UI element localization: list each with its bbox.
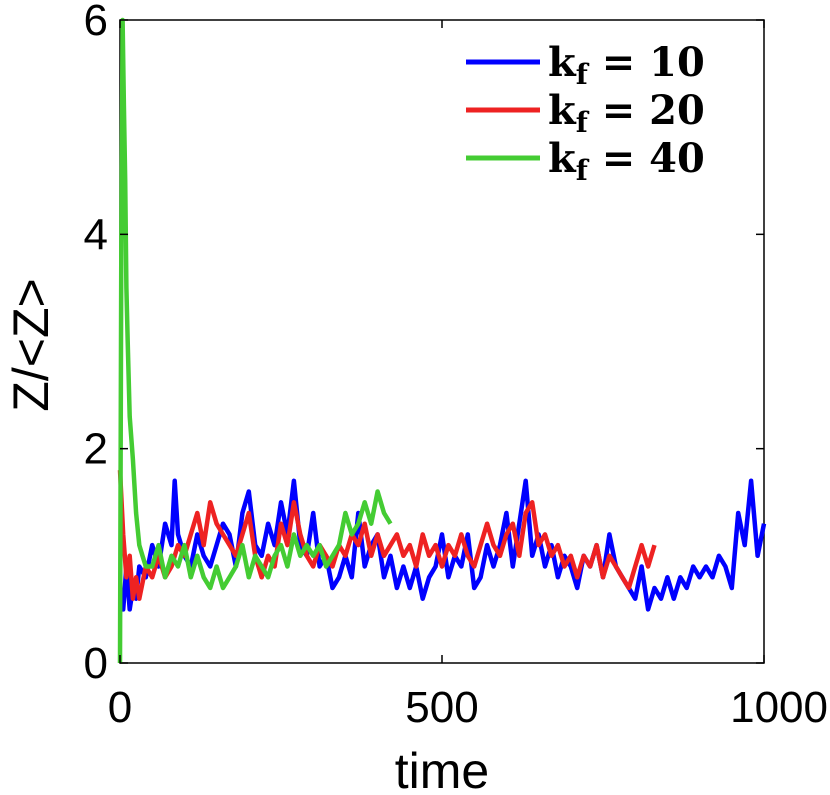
series-layer	[117, 17, 767, 664]
y-axis-label: Z/<Z>	[3, 278, 59, 411]
legend-label-2: kf = 20	[548, 87, 705, 139]
y-tick-label: 4	[84, 210, 108, 259]
y-tick-label: 6	[84, 0, 108, 45]
legend-label-1: kf = 10	[548, 39, 705, 91]
x-axis-label: time	[395, 743, 489, 795]
series-line-3	[117, 17, 393, 664]
x-tick-label: 1000	[730, 683, 828, 732]
tick-layer: 0 500 1000 0 2 4 6	[84, 0, 828, 732]
legend-label-3: kf = 40	[548, 135, 705, 187]
x-tick-label: 0	[108, 683, 132, 732]
series-line-2	[117, 469, 657, 601]
y-tick-label: 0	[84, 639, 108, 688]
y-tick-label: 2	[84, 425, 108, 474]
series-line-1	[120, 478, 767, 612]
x-tick-label: 500	[405, 683, 478, 732]
plot-area	[119, 19, 765, 664]
